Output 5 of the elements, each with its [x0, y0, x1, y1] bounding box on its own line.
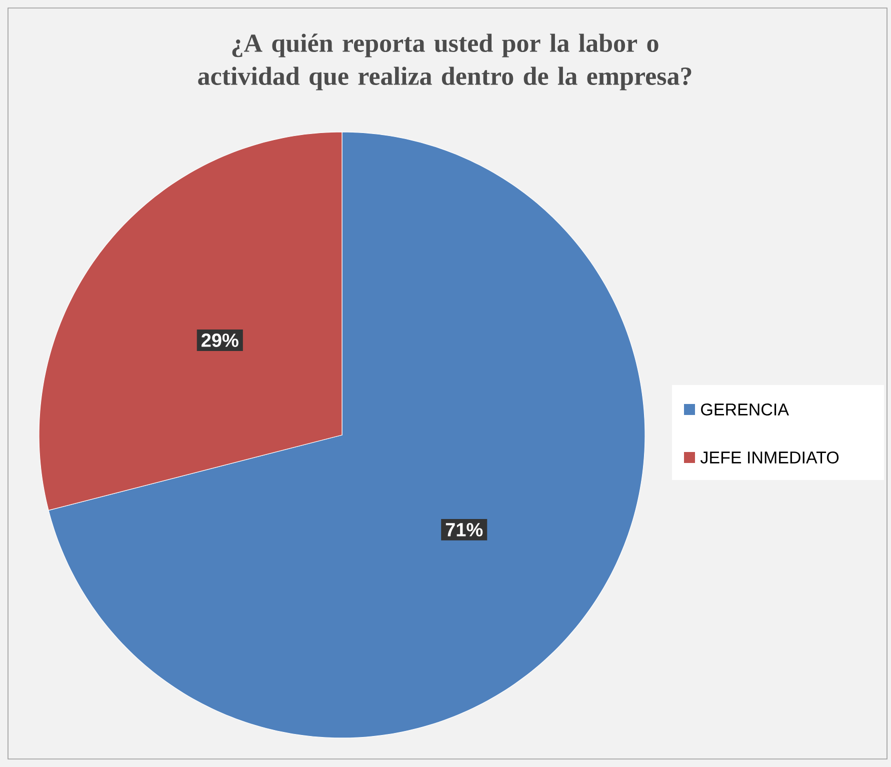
chart-title: ¿A quién reporta usted por la labor o actividad que realiza dentro de la empresa?: [198, 34, 692, 90]
legend-label: GERENCIA: [701, 403, 789, 416]
data-label: 29%: [202, 334, 238, 347]
data-label: 71%: [446, 523, 483, 536]
legend-label: JEFE INMEDIATO: [700, 451, 839, 464]
